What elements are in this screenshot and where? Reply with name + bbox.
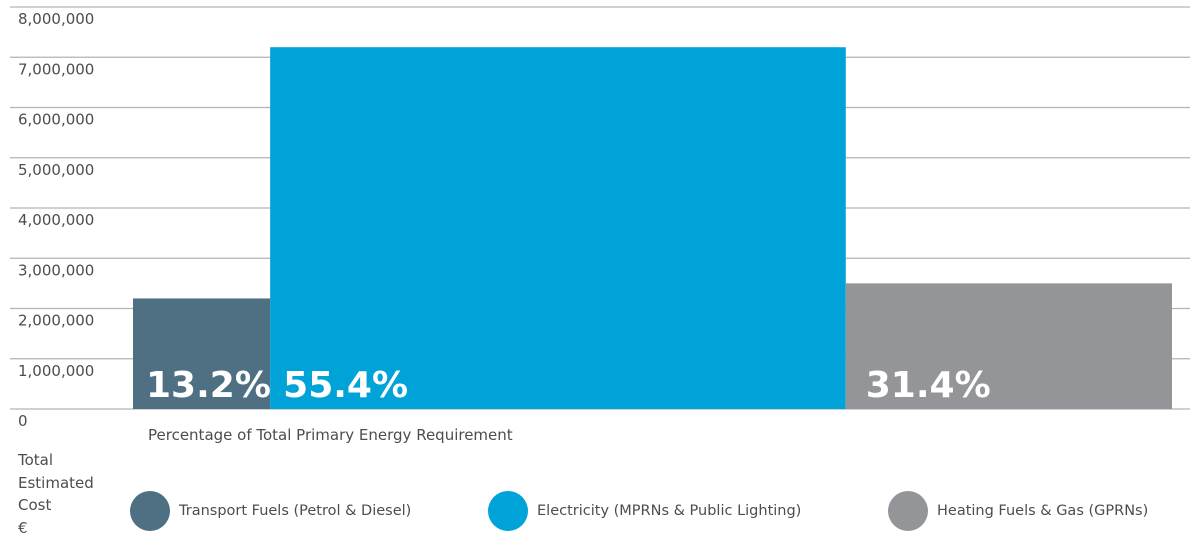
legend-swatch-electricity (488, 491, 528, 531)
legend-label-electricity: Electricity (MPRNs & Public Lighting) (537, 503, 801, 519)
x-axis-label: Percentage of Total Primary Energy Requi… (148, 426, 513, 444)
y-tick-label: 4,000,000 (18, 211, 94, 229)
y-axis-label-line-2: Estimated (18, 472, 118, 495)
bar (270, 47, 846, 409)
legend-item-electricity: Electricity (MPRNs & Public Lighting) (488, 490, 801, 532)
y-tick-label: 0 (18, 412, 28, 430)
legend-label-transport: Transport Fuels (Petrol & Diesel) (179, 503, 411, 519)
legend-label-heating: Heating Fuels & Gas (GPRNs) (937, 503, 1148, 519)
y-axis-label-line-1: Total (18, 449, 118, 472)
y-tick-label: 2,000,000 (18, 312, 94, 330)
y-axis-label-line-3: Cost (18, 494, 118, 517)
y-tick-label: 3,000,000 (18, 261, 94, 279)
bar-percent-label: 55.4% (283, 365, 408, 406)
y-axis-label: Total Estimated Cost € (18, 449, 118, 539)
legend-item-transport: Transport Fuels (Petrol & Diesel) (130, 490, 411, 532)
legend-swatch-transport (130, 491, 170, 531)
y-tick-label: 6,000,000 (18, 111, 94, 129)
y-tick-label: 5,000,000 (18, 161, 94, 179)
legend-item-heating: Heating Fuels & Gas (GPRNs) (888, 490, 1148, 532)
y-axis-ticks: 0 1,000,000 2,000,000 3,000,000 4,000,000 5,0… (18, 10, 94, 430)
y-tick-label: 7,000,000 (18, 60, 94, 78)
bar-percent-label: 13.2% (146, 365, 271, 406)
bar-percent-label: 31.4% (866, 365, 991, 406)
y-tick-label: 1,000,000 (18, 362, 94, 380)
bars (133, 47, 1172, 409)
legend: Transport Fuels (Petrol & Diesel) Electr… (130, 490, 1190, 532)
legend-swatch-heating (888, 491, 928, 531)
y-tick-label: 8,000,000 (18, 10, 94, 28)
